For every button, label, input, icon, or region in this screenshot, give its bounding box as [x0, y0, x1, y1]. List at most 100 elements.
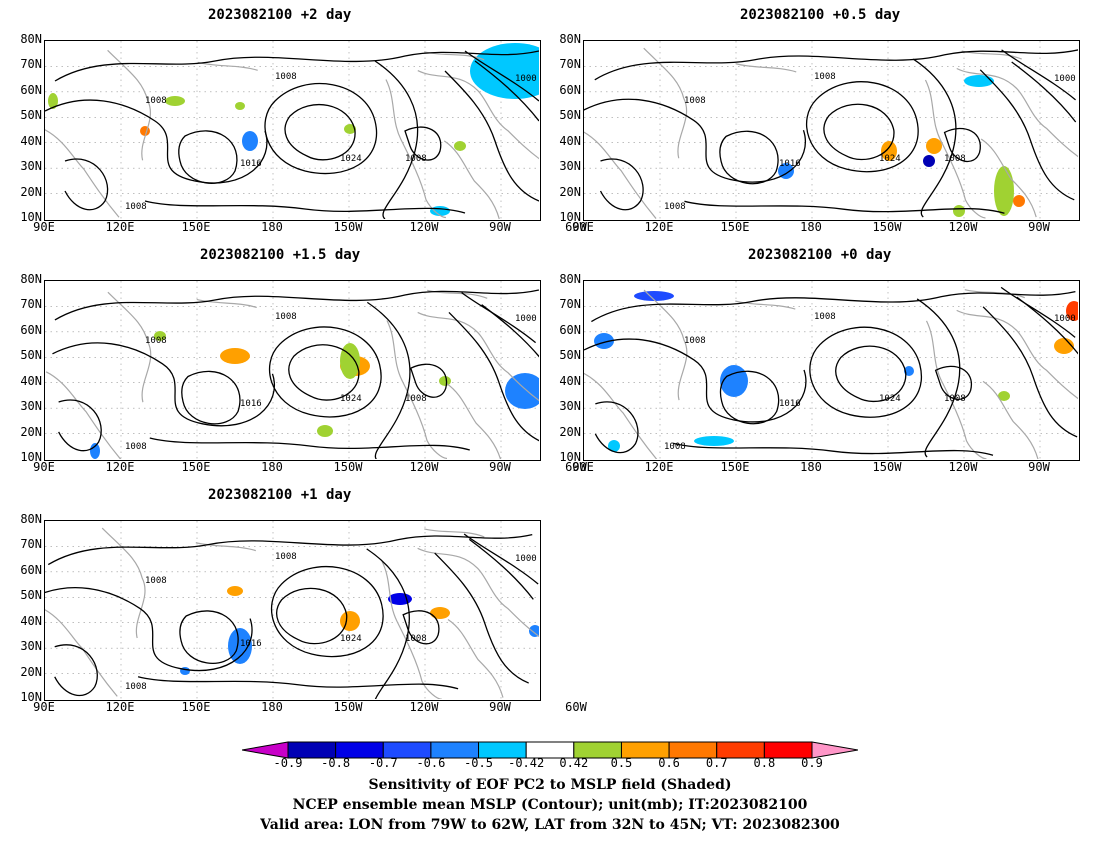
contour-label: 1008 [405, 394, 427, 404]
sensitivity-shade [317, 425, 333, 437]
colorbar-tick-label: 0.9 [801, 756, 823, 770]
lat-label: 80N [20, 272, 42, 286]
panel-title-5: 2023082100 +1 day [208, 487, 352, 503]
mslp-contour [45, 99, 268, 184]
mslp-contour [672, 442, 994, 456]
mslp-contour [178, 130, 238, 184]
lon-label: 90E [33, 700, 55, 714]
lat-label: 20N [559, 184, 581, 199]
contour-label: 1008 [125, 682, 147, 692]
lon-label: 180 [261, 220, 283, 234]
mslp-contour [474, 60, 539, 122]
mslp-contour [591, 290, 1076, 323]
lat-label: 80N [559, 272, 581, 286]
mslp-contour [448, 311, 539, 442]
mslp-contour [979, 69, 1075, 201]
mslp-contour [47, 533, 533, 566]
mslp-contour [444, 70, 539, 202]
sensitivity-shade [926, 138, 942, 154]
lon-label: 120E [105, 700, 135, 714]
lat-label: 80N [20, 32, 42, 46]
contour-label: 1000 [1054, 74, 1076, 84]
caption-line-3: Valid area: LON from 79W to 62W, LAT fro… [260, 817, 840, 833]
mslp-contour [54, 50, 539, 82]
colorbar-tick-label: -0.9 [273, 756, 303, 770]
lat-label: 30N [559, 159, 581, 174]
lon-label: 150E [181, 220, 211, 234]
lat-label: 70N [559, 297, 581, 312]
colorbar-tick-label: -0.6 [416, 756, 446, 770]
mslp-contour [1011, 61, 1077, 123]
contour-label: 1008 [145, 96, 167, 106]
mslp-contour [264, 82, 378, 175]
sensitivity-shade [242, 131, 258, 151]
colorbar-tick-label: -0.5 [464, 756, 493, 770]
mslp-contour [284, 103, 356, 161]
sensitivity-shade [154, 331, 166, 341]
mslp-contour [52, 342, 275, 427]
sensitivity-shade [608, 440, 620, 452]
sensitivity-shade [430, 206, 450, 216]
lon-label: 60W [1095, 220, 1100, 234]
sensitivity-shade [340, 343, 360, 379]
lat-label: 30N [20, 159, 42, 174]
mslp-contour [270, 565, 384, 658]
lat-label: 60N [20, 562, 42, 577]
mslp-contour [599, 158, 644, 211]
mslp-contour [179, 610, 239, 664]
sensitivity-shade [923, 155, 935, 167]
mslp-contour [404, 126, 442, 161]
lat-label: 20N [20, 184, 42, 199]
contour-label: 1024 [340, 634, 362, 644]
mslp-contour [374, 60, 419, 219]
mslp-contour [181, 370, 241, 425]
mslp-contour [58, 399, 102, 452]
lon-label: 120E [644, 460, 674, 474]
map-panel-5: 1008 1008 1016 1024 1008 1000 1008 [44, 520, 541, 701]
sensitivity-shade [778, 163, 794, 179]
sensitivity-shade [881, 141, 897, 161]
contour-label: 1024 [340, 394, 362, 404]
lat-label: 20N [20, 664, 42, 679]
sensitivity-shade [1013, 195, 1025, 207]
contour-label: 1008 [664, 442, 686, 452]
contour-label: 1016 [240, 399, 262, 409]
lon-label: 90E [572, 220, 594, 234]
sensitivity-shade [165, 96, 185, 106]
lon-label: 150W [333, 700, 363, 714]
lon-label: 120W [948, 460, 978, 474]
mslp-contour [45, 587, 253, 672]
contour-label: 1008 [814, 312, 836, 322]
caption-line-1: Sensitivity of EOF PC2 to MSLP field (Sh… [368, 777, 732, 793]
contour-label: 1008 [684, 336, 706, 346]
lon-label: 90W [489, 220, 511, 234]
mslp-contour [823, 103, 895, 161]
lon-label: 120E [105, 220, 135, 234]
lat-label: 10N [20, 690, 42, 704]
mslp-contour [835, 345, 907, 403]
mslp-contour [64, 158, 109, 211]
contour-label: 1024 [340, 154, 362, 164]
lon-label: 120E [105, 460, 135, 474]
sensitivity-shade [430, 607, 450, 619]
lat-label: 50N [559, 348, 581, 363]
colorbar-segment [811, 741, 858, 759]
lon-label: 120W [948, 220, 978, 234]
lon-label: 60W [565, 460, 587, 474]
contour-label: 1008 [275, 72, 297, 82]
lon-label: 90W [489, 460, 511, 474]
mslp-contour [149, 437, 470, 451]
panel-title-3: 2023082100 +1.5 day [200, 247, 361, 263]
lat-label: 30N [559, 399, 581, 414]
contour-label: 1008 [944, 394, 966, 404]
contour-label: 1008 [275, 552, 297, 562]
lat-label: 60N [20, 322, 42, 337]
lon-label: 180 [261, 460, 283, 474]
mslp-contour [366, 301, 411, 459]
colorbar-tick-label: 0.5 [610, 756, 633, 770]
lat-label: 70N [559, 57, 581, 72]
lon-label: 120W [409, 220, 439, 234]
contour-label: 1008 [145, 336, 167, 346]
sensitivity-shade [220, 348, 250, 364]
lon-label: 150E [720, 460, 750, 474]
